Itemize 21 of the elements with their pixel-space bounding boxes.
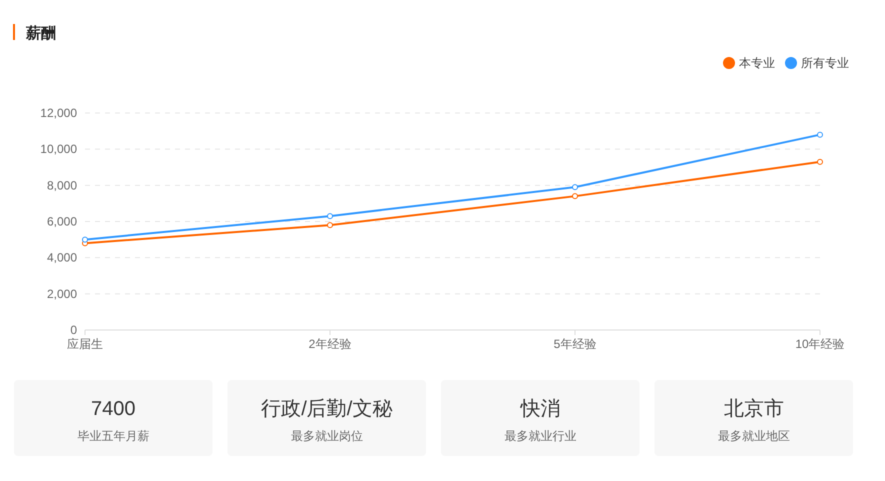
y-tick-label: 12,000 [40,106,78,120]
y-tick-label: 0 [70,323,78,337]
legend-label: 本专业 [739,56,775,70]
chart-title: 薪酬 [25,25,56,42]
point [572,193,578,200]
point [817,132,823,138]
point [82,236,88,243]
point [572,184,578,190]
x-tick-label: 2年经验 [308,337,352,351]
x-tick-label: 应届生 [67,337,103,351]
point [817,158,823,165]
y-tick-label: 6,000 [46,214,78,228]
legend-label: 所有专业 [801,56,849,70]
x-tick-label: 10年经验 [795,337,845,351]
y-tick-label: 4,000 [46,250,78,265]
y-tick-label: 10,000 [40,142,78,156]
point [327,213,333,220]
x-tick-label: 5年经验 [554,337,596,351]
y-tick-label: 8,000 [46,178,78,192]
point [327,222,333,228]
y-tick-label: 2,000 [46,286,78,301]
